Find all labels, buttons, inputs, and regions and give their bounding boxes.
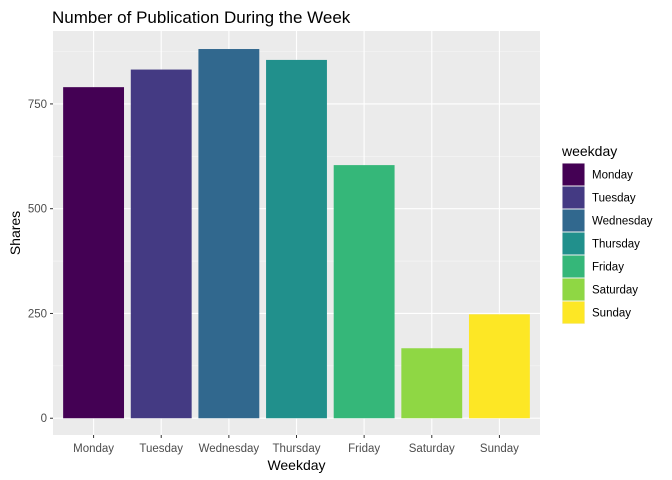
legend: weekday Monday Tuesday Wednesday Thursday Fr… (561, 143, 653, 324)
legend-label: Monday (592, 170, 633, 182)
bar-sunday (468, 314, 530, 419)
bar-friday (333, 165, 395, 419)
legend-swatch (562, 278, 585, 301)
bar-wednesday (198, 49, 260, 419)
legend-label: Sunday (592, 308, 631, 320)
legend-swatch (562, 209, 585, 232)
y-axis: 0 250 500 750 (28, 99, 53, 425)
y-tick-label: 500 (28, 204, 47, 216)
legend-label: Tuesday (592, 193, 636, 205)
legend-label: Saturday (592, 285, 638, 297)
y-tick-label: 250 (28, 308, 47, 320)
x-tick-label: Sunday (480, 443, 519, 455)
legend-items: Monday Tuesday Wednesday Thursday Friday Satu… (562, 163, 653, 324)
x-axis-title: Weekday (267, 457, 325, 473)
legend-title: weekday (561, 143, 617, 159)
y-axis-title: Shares (7, 211, 23, 255)
chart-title: Number of Publication During the Week (52, 8, 351, 27)
bar-monday (63, 87, 125, 419)
legend-label: Thursday (592, 239, 640, 251)
legend-swatch (562, 255, 585, 278)
legend-swatch (562, 163, 585, 186)
bars (63, 49, 530, 419)
legend-swatch (562, 186, 585, 209)
x-tick-label: Wednesday (199, 443, 260, 455)
legend-swatch (562, 301, 585, 324)
bar-tuesday (130, 69, 192, 419)
x-tick-label: Monday (73, 443, 114, 455)
legend-label: Friday (592, 262, 624, 274)
x-tick-label: Friday (348, 443, 380, 455)
legend-label: Wednesday (592, 216, 653, 228)
bar-thursday (266, 59, 327, 419)
legend-swatch (562, 232, 585, 255)
bar-saturday (401, 348, 463, 419)
x-axis: Monday Tuesday Wednesday Thursday Friday Satu… (73, 435, 519, 455)
x-tick-label: Tuesday (139, 443, 183, 455)
y-tick-label: 750 (28, 99, 47, 111)
y-tick-label: 0 (41, 413, 47, 425)
x-tick-label: Thursday (273, 443, 321, 455)
x-tick-label: Saturday (409, 443, 455, 455)
